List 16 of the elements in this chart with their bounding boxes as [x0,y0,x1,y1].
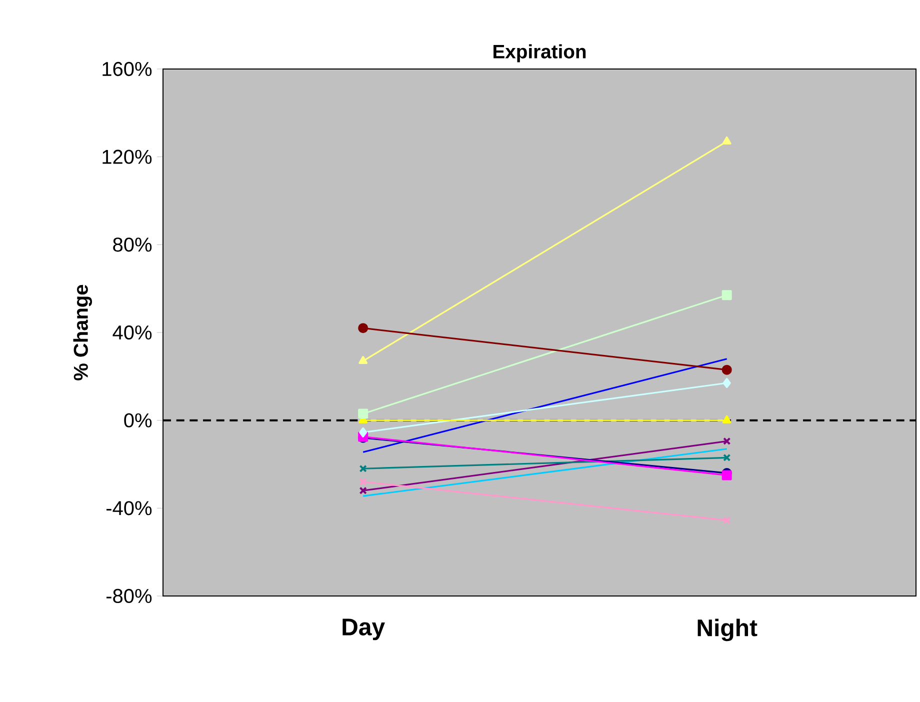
y-tick-label: 160% [102,62,152,76]
y-tick-label: 80% [113,238,152,252]
y-tick-label: 120% [102,150,152,164]
y-tick-label: -80% [106,588,152,604]
point [722,378,731,388]
point [722,290,732,300]
y-axis-title: % Change [73,284,92,380]
x-tick-label: Day [342,618,385,640]
y-tick-label: 0% [124,413,152,428]
point [359,427,368,438]
point [722,364,732,375]
point [358,323,368,334]
y-tick-label: 40% [112,325,152,340]
y-tick-label: -40% [106,501,152,516]
x-tick-label: Night [698,618,758,642]
chart-title: Expiration [494,44,586,62]
